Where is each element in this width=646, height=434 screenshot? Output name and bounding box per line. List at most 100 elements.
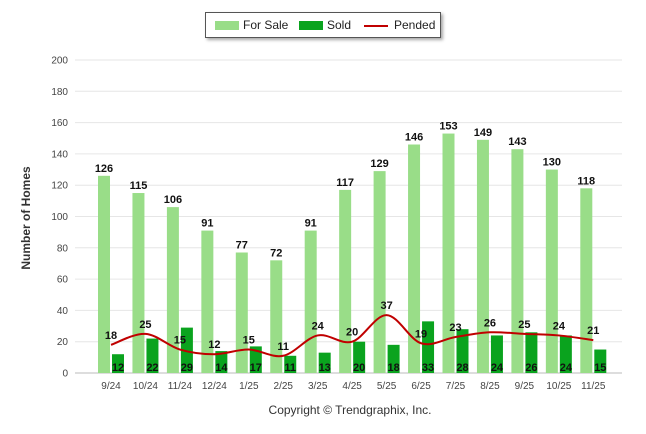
bars [98, 133, 607, 373]
data-labels: 126 12 18 115 22 25 106 29 15 91 14 12 77 17 15 72 11 11 9… [95, 121, 607, 374]
y-tick-label: 120 [51, 181, 68, 192]
legend: For Sale Sold Pended [205, 12, 441, 38]
bar-for-sale [235, 252, 248, 373]
bar-sold [456, 329, 469, 373]
y-tick-label: 80 [57, 243, 69, 254]
data-label-pended: 18 [105, 330, 117, 342]
data-label-sold: 22 [146, 362, 158, 374]
legend-swatch-pended [364, 25, 388, 27]
data-label-for-sale: 153 [439, 121, 457, 133]
bar-sold [180, 327, 193, 373]
data-label-sold: 17 [250, 362, 262, 374]
pended-line [110, 314, 594, 358]
x-tick-label: 6/25 [411, 381, 431, 392]
data-label-sold: 24 [560, 362, 573, 374]
data-label-for-sale: 115 [130, 180, 148, 192]
bar-sold [284, 355, 297, 373]
data-label-sold: 28 [456, 362, 468, 374]
y-tick-label: 60 [57, 275, 69, 286]
y-tick-label: 140 [51, 149, 68, 160]
bar-for-sale [373, 171, 386, 373]
data-label-pended: 11 [277, 341, 289, 353]
bar-for-sale [339, 189, 352, 373]
data-label-for-sale: 72 [270, 247, 282, 259]
data-label-pended: 26 [484, 317, 496, 329]
y-tick-label: 40 [57, 306, 69, 317]
y-axis-ticks: 0 20 40 60 80 100 120 140 160 180 200 [51, 56, 68, 380]
bar-for-sale [304, 230, 317, 373]
bar-sold [353, 341, 366, 373]
legend-label-for-sale: For Sale [243, 18, 289, 32]
data-label-sold: 20 [353, 362, 365, 374]
x-tick-label: 4/25 [342, 381, 362, 392]
data-label-pended: 24 [553, 320, 566, 332]
bar-for-sale [201, 230, 214, 373]
legend-label-sold: Sold [327, 18, 352, 32]
data-label-pended: 24 [312, 320, 325, 332]
data-label-pended: 12 [208, 339, 220, 351]
data-label-for-sale: 77 [236, 239, 248, 251]
bar-for-sale [545, 169, 558, 373]
data-label-pended: 37 [380, 300, 392, 312]
data-label-for-sale: 118 [577, 175, 595, 187]
data-label-pended: 21 [587, 325, 599, 337]
data-label-sold: 13 [319, 362, 331, 374]
y-tick-label: 200 [51, 56, 68, 67]
bar-sold [249, 346, 262, 373]
data-label-for-sale: 126 [95, 163, 113, 175]
data-label-sold: 24 [491, 362, 504, 374]
data-label-for-sale: 130 [543, 157, 561, 169]
bar-sold [594, 349, 607, 373]
data-label-sold: 14 [215, 362, 228, 374]
y-tick-label: 180 [51, 87, 68, 98]
data-label-pended: 25 [139, 319, 151, 331]
bar-for-sale [408, 144, 421, 373]
y-tick-label: 0 [62, 369, 68, 380]
bar-sold [112, 354, 124, 373]
bar-sold [525, 332, 538, 373]
bar-sold [215, 351, 228, 373]
x-tick-label: 10/24 [133, 381, 158, 392]
data-label-for-sale: 117 [336, 177, 354, 189]
bar-for-sale [476, 139, 489, 373]
data-label-for-sale: 143 [508, 136, 526, 148]
bar-for-sale [166, 207, 179, 373]
x-tick-label: 7/25 [446, 381, 466, 392]
data-label-sold: 33 [422, 362, 434, 374]
bar-sold [559, 335, 572, 373]
bar-sold [490, 335, 503, 373]
y-tick-label: 20 [57, 337, 69, 348]
bar-for-sale [442, 133, 455, 373]
data-label-sold: 11 [284, 362, 296, 374]
bar-sold [387, 344, 400, 373]
x-tick-label: 11/25 [581, 381, 606, 392]
bar-for-sale [511, 149, 524, 373]
bar-for-sale [580, 188, 593, 373]
data-label-pended: 20 [346, 327, 358, 339]
x-tick-label: 5/25 [377, 381, 397, 392]
legend-swatch-sold [299, 21, 323, 30]
data-label-pended: 23 [449, 322, 461, 334]
y-tick-label: 100 [51, 212, 68, 223]
data-label-pended: 19 [415, 328, 427, 340]
data-label-for-sale: 91 [305, 218, 317, 230]
data-label-pended: 25 [518, 319, 530, 331]
bar-for-sale [132, 193, 145, 373]
legend-swatch-for-sale [215, 21, 239, 30]
y-tick-label: 160 [51, 118, 68, 129]
copyright-text: Copyright © Trendgraphix, Inc. [268, 403, 432, 417]
data-label-for-sale: 106 [164, 194, 182, 206]
bar-sold [146, 338, 159, 373]
data-label-for-sale: 129 [370, 158, 388, 170]
series-line-pended [110, 314, 594, 358]
x-tick-label: 3/25 [308, 381, 328, 392]
data-label-for-sale: 149 [474, 127, 492, 139]
x-tick-label: 8/25 [480, 381, 500, 392]
bar-for-sale [270, 260, 283, 373]
data-label-for-sale: 146 [405, 132, 423, 144]
x-tick-label: 9/25 [515, 381, 535, 392]
x-tick-label: 2/25 [274, 381, 294, 392]
x-tick-label: 11/24 [168, 381, 193, 392]
data-label-sold: 29 [181, 362, 193, 374]
